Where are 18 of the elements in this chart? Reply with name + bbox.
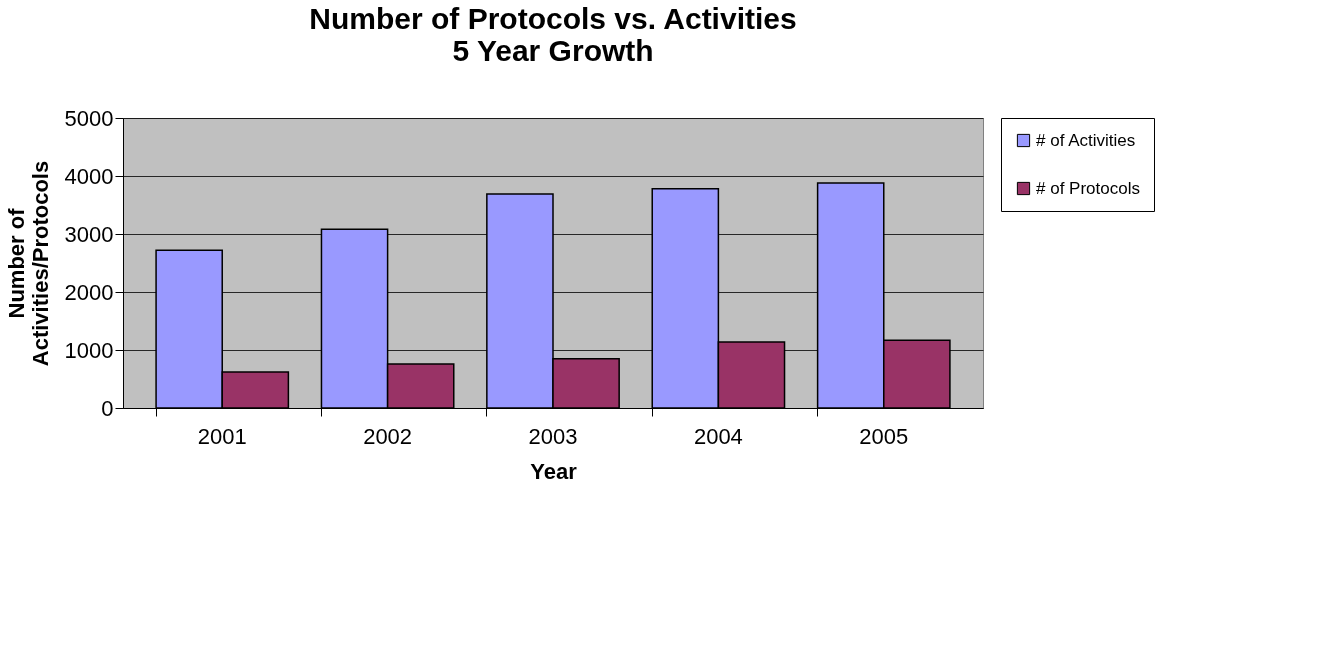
x-axis-title: Year [530,458,578,484]
text: Activities/Protocols [27,160,53,367]
y-tick-label: 4000 [64,163,114,189]
text: Number of [3,208,29,319]
legend-label: # of Protocols [1036,178,1140,198]
y-tick-label: 2000 [64,279,114,305]
x-tick-label: 2002 [363,423,413,449]
x-tick-label: 2004 [693,423,743,449]
y-tick-label: 0 [101,395,114,421]
x-tick-label: 2005 [859,423,909,449]
x-tick-label: 2001 [197,423,247,449]
x-tick-label: 2003 [528,423,578,449]
legend-label: # of Activities [1036,130,1136,150]
y-tick-label: 3000 [64,221,114,247]
y-tick-label: 5000 [64,105,114,131]
y-tick-label: 1000 [64,337,114,363]
text: 5 Year Growth [452,34,654,67]
text: Number of Protocols vs. Activities [309,2,797,35]
